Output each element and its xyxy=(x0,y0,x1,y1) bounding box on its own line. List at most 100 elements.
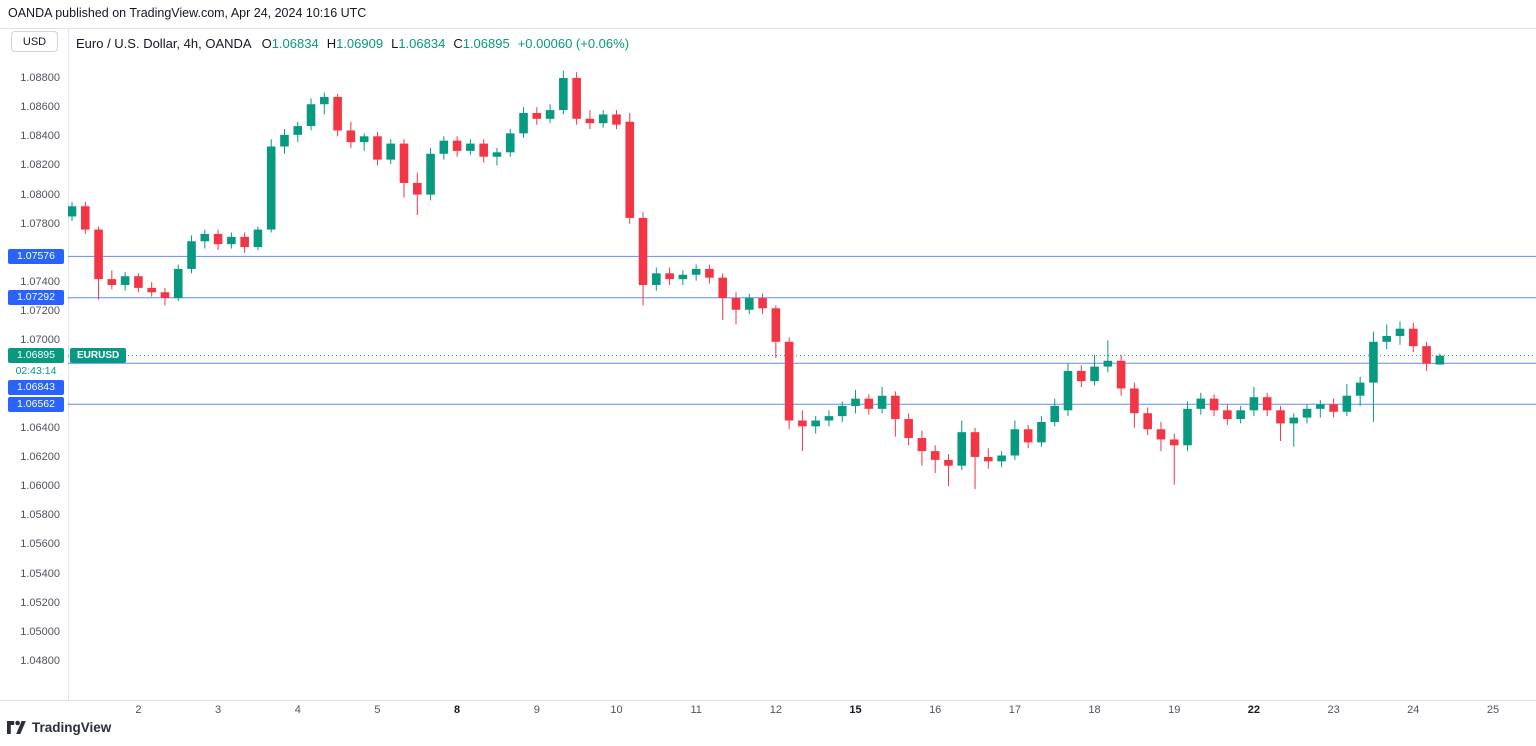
symbol-title[interactable]: Euro / U.S. Dollar, 4h, OANDA xyxy=(76,36,252,51)
time-tick: 18 xyxy=(1088,704,1101,716)
candle xyxy=(439,136,449,160)
candle xyxy=(585,110,595,130)
candle xyxy=(1262,392,1272,417)
time-axis[interactable]: 2 3 4 5 8 9 10 11 12 15 16 17 18 19 22 23 24 25 xyxy=(0,700,1536,720)
candle xyxy=(253,226,263,250)
price-tick: 1.08400 xyxy=(20,130,60,143)
time-tick: 10 xyxy=(610,704,623,716)
price-tick: 1.06400 xyxy=(20,421,60,434)
candle xyxy=(94,226,103,300)
tradingview-logo[interactable]: TradingView xyxy=(7,720,111,735)
level-price-label: 1.07292 xyxy=(8,290,64,306)
candle xyxy=(1023,424,1033,449)
level-price-label: 1.07576 xyxy=(8,248,64,264)
price-tick: 1.08200 xyxy=(20,159,60,172)
candle xyxy=(1183,401,1192,452)
price-tick: 1.05400 xyxy=(20,567,60,580)
candle xyxy=(1103,340,1113,373)
candle xyxy=(1063,363,1073,417)
candle xyxy=(1249,386,1259,417)
open-value: 1.06834 xyxy=(271,36,319,51)
candle xyxy=(1395,321,1405,345)
countdown-label: 02:43:14 xyxy=(15,365,57,378)
time-tick: 16 xyxy=(929,704,942,716)
price-tick: 1.05200 xyxy=(20,596,60,609)
candle xyxy=(997,451,1006,468)
time-tick: 11 xyxy=(690,704,702,716)
candle xyxy=(559,70,568,115)
candle xyxy=(984,448,993,469)
candle xyxy=(758,293,767,315)
time-tick: 9 xyxy=(533,704,540,716)
candle xyxy=(1143,407,1152,436)
candle xyxy=(519,107,528,138)
price-tick: 1.06200 xyxy=(20,450,60,463)
price-tick: 1.07400 xyxy=(20,276,60,289)
chart-header: Euro / U.S. Dollar, 4h, OANDA O1.06834 H1.… xyxy=(76,36,629,51)
candle xyxy=(452,136,462,157)
candle xyxy=(625,112,635,224)
candle xyxy=(373,131,382,166)
candle xyxy=(1422,341,1431,371)
publish-bar: OANDA published on TradingView.com, Apr … xyxy=(8,6,366,20)
close-value: 1.06895 xyxy=(462,36,510,51)
candle xyxy=(80,201,90,234)
price-tick: 1.08600 xyxy=(20,101,60,114)
candle xyxy=(1276,405,1285,441)
candle xyxy=(957,420,967,471)
price-tick: 1.08800 xyxy=(20,72,60,84)
candle xyxy=(266,139,276,233)
candle xyxy=(346,121,356,148)
candle xyxy=(1209,394,1219,417)
candle xyxy=(1169,433,1179,485)
candle xyxy=(68,201,77,221)
candle xyxy=(811,416,820,434)
candle xyxy=(320,92,329,115)
time-tick: 17 xyxy=(1008,704,1021,716)
candle xyxy=(891,391,900,437)
time-tick: 2 xyxy=(135,704,142,716)
time-tick: 22 xyxy=(1247,704,1261,716)
candle xyxy=(1236,405,1245,424)
candle xyxy=(1010,420,1020,460)
candle xyxy=(200,229,210,249)
price-tick: 1.08000 xyxy=(20,188,60,201)
candle xyxy=(1329,398,1338,418)
price-tick: 1.05000 xyxy=(20,625,60,638)
price-tick: 1.05600 xyxy=(20,538,60,551)
unit-button[interactable]: USD xyxy=(11,31,58,52)
time-tick: 23 xyxy=(1327,704,1340,716)
candle xyxy=(864,394,874,415)
price-tick: 1.07000 xyxy=(20,334,60,347)
time-tick: 15 xyxy=(849,704,862,716)
candle xyxy=(134,273,143,293)
candle xyxy=(213,229,223,250)
header-divider xyxy=(0,28,1536,29)
candle xyxy=(479,139,488,163)
candle xyxy=(160,287,170,306)
candle xyxy=(731,292,741,325)
candle xyxy=(1090,354,1099,386)
price-axis[interactable]: 1.08800 1.08600 1.08400 1.08200 1.08000 1.078… xyxy=(0,0,68,746)
candle xyxy=(678,270,688,285)
time-tick: 8 xyxy=(454,704,461,716)
candle xyxy=(851,389,860,414)
candle xyxy=(545,104,555,124)
price-axis-divider xyxy=(68,28,69,700)
candle xyxy=(492,147,502,166)
candle xyxy=(399,139,409,198)
candle xyxy=(187,235,196,274)
high-value: 1.06909 xyxy=(336,36,384,51)
chart-canvas[interactable] xyxy=(68,28,1536,700)
candle xyxy=(652,267,661,291)
candle xyxy=(333,94,342,137)
candle xyxy=(1130,382,1139,428)
time-tick: 24 xyxy=(1407,704,1420,716)
candle xyxy=(904,413,913,446)
candle xyxy=(532,107,542,125)
symbol-flag-label: EURUSD xyxy=(70,348,127,364)
candle xyxy=(705,264,714,284)
candle xyxy=(1156,421,1166,452)
time-tick: 3 xyxy=(215,704,222,716)
candle xyxy=(665,267,674,285)
